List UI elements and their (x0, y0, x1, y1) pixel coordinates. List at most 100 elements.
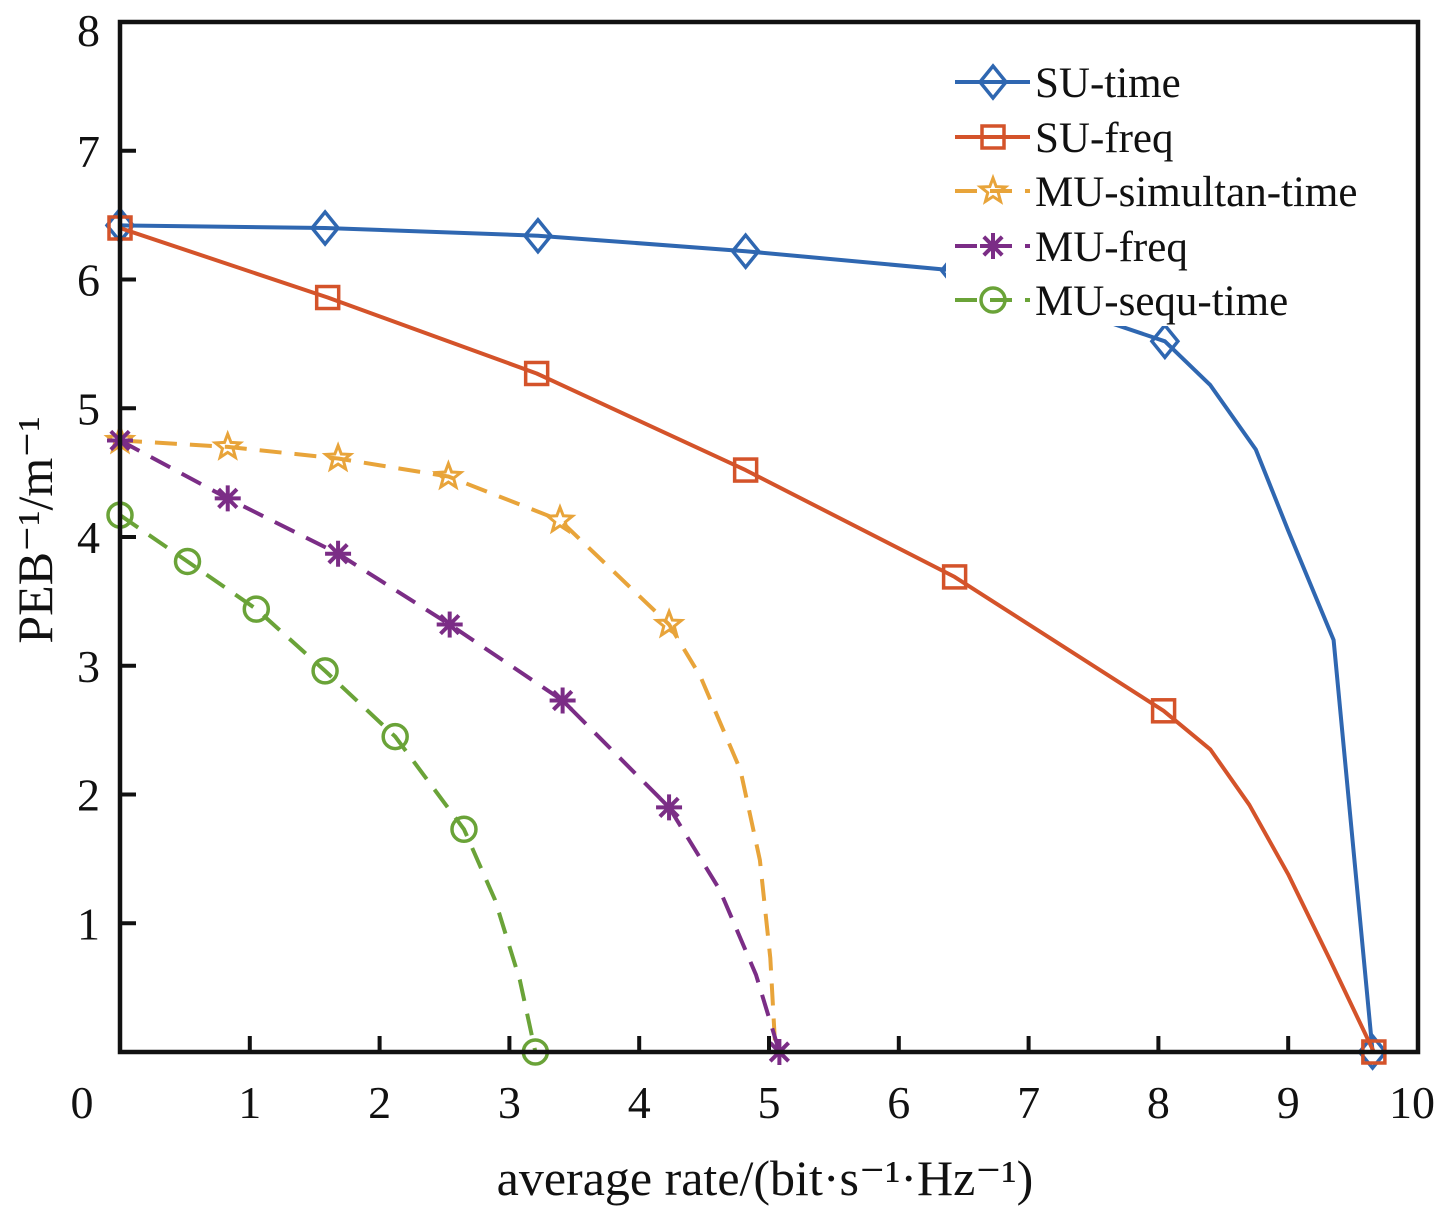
legend-sample (955, 124, 1030, 150)
legend-sample (955, 173, 1030, 205)
legend-mu-simultan-time-marker-shape (976, 173, 1010, 205)
x-tick-label: 3 (498, 1077, 521, 1128)
axis-tick-labels: 0 1 2 3 4 5 6 7 8 9 10 1 2 3 4 5 6 7 8 (71, 5, 1436, 1128)
legend-entry: MU-freq (955, 224, 1188, 271)
data-point-mu-simultan-time-marker (652, 607, 686, 639)
legend-su-time-marker (977, 63, 1009, 101)
series-mu-sequ-time (106, 501, 550, 1066)
data-point-mu-simultan-time-marker-shape (321, 441, 355, 473)
data-point-mu-freq-marker (325, 540, 352, 567)
x-axis-label: average rate/(bit·s⁻¹·Hz⁻¹) (497, 1150, 1034, 1206)
x-tick-label: 6 (887, 1077, 910, 1128)
legend-su-time-marker-shape (977, 63, 1009, 101)
data-point-su-time-marker (522, 216, 554, 255)
data-point-mu-sequ-time-marker-shape (311, 657, 339, 685)
data-point-mu-sequ-time-marker-shape (173, 547, 202, 576)
x-tick-label: 10 (1389, 1077, 1435, 1128)
y-tick-label: 4 (77, 512, 100, 563)
legend-sample (955, 233, 1030, 259)
legend-mu-sequ-time-marker (979, 286, 1007, 314)
legend-entry: MU-sequ-time (955, 278, 1288, 325)
data-point-mu-simultan-time-marker (543, 503, 577, 535)
legend-label: MU-sequ-time (1035, 278, 1288, 325)
series-line-mu-simultan-time (119, 438, 778, 1053)
data-point-mu-simultan-time-marker-shape (431, 459, 465, 491)
y-axis-label: PEB⁻¹/m⁻¹ (7, 416, 63, 643)
legend-mu-sequ-time-marker-shape (979, 286, 1007, 314)
data-point-su-freq-marker (523, 360, 550, 387)
x-tick-label: 8 (1147, 1077, 1170, 1128)
data-point-mu-freq-marker-stroke (439, 613, 461, 636)
legend-label: SU-time (1035, 60, 1181, 107)
data-point-mu-sequ-time-marker-shape (381, 722, 409, 751)
legend-entry: SU-time (955, 60, 1181, 107)
legend: SU-time SU-freq MU-simultan-time MU-freq… (946, 54, 1394, 326)
series-line-mu-freq (119, 438, 782, 1053)
data-point-su-freq-marker-shape (1150, 698, 1177, 724)
legend-label: MU-freq (1035, 224, 1188, 271)
series-mu-freq (107, 427, 793, 1065)
data-point-mu-sequ-time-marker (311, 657, 339, 685)
data-point-mu-simultan-time-marker-shape (543, 503, 577, 535)
data-point-mu-freq-marker (549, 687, 576, 714)
data-point-su-freq-marker (1150, 698, 1177, 724)
data-point-mu-freq-marker (214, 485, 241, 512)
data-point-su-freq-marker-shape (314, 284, 341, 311)
x-tick-label: 5 (758, 1077, 781, 1128)
data-point-mu-freq-marker-stroke (658, 796, 680, 818)
data-point-su-freq-marker (732, 457, 759, 483)
series-line-mu-sequ-time (118, 513, 538, 1053)
data-point-mu-freq-marker-stroke (327, 543, 349, 565)
series-line-su-time (119, 223, 1375, 1053)
x-tick-label: 0 (71, 1077, 94, 1128)
data-point-su-freq-marker-shape (732, 457, 759, 483)
data-point-su-time-marker (309, 209, 341, 247)
legend-su-freq-marker-shape (980, 124, 1006, 150)
data-point-mu-sequ-time-marker (173, 547, 202, 576)
x-tick-label: 1 (238, 1077, 261, 1128)
data-point-mu-simultan-time-marker (211, 429, 245, 461)
data-point-su-time-marker-shape (730, 232, 761, 270)
data-point-su-freq-marker (941, 564, 968, 590)
data-point-mu-freq-marker-stroke (217, 487, 239, 509)
y-tick-label: 2 (77, 770, 100, 821)
legend-label: MU-simultan-time (1035, 169, 1357, 216)
data-point-su-time-marker-shape (309, 209, 341, 247)
data-point-su-time-marker (730, 232, 761, 270)
legend-entry: MU-simultan-time (955, 169, 1357, 216)
legend-mu-freq-marker (980, 233, 1006, 259)
data-point-mu-sequ-time-marker-shape (242, 595, 271, 623)
x-tick-label: 9 (1277, 1077, 1300, 1128)
data-point-mu-freq-marker (656, 794, 683, 821)
data-point-mu-freq-marker-stroke (552, 689, 574, 712)
y-tick-label: 6 (77, 255, 100, 306)
data-point-mu-simultan-time-marker (321, 441, 355, 473)
data-point-mu-sequ-time-marker-shape (450, 815, 478, 844)
legend-su-freq-marker (980, 124, 1006, 150)
data-point-mu-simultan-time-marker (431, 459, 465, 491)
data-point-mu-sequ-time-marker (450, 815, 478, 844)
series-line-su-freq (119, 226, 1376, 1053)
x-tick-label: 7 (1017, 1077, 1040, 1128)
legend-mu-freq-marker-stroke (982, 235, 1004, 257)
data-point-mu-sequ-time-marker (381, 722, 409, 751)
legend-entry: SU-freq (955, 115, 1174, 162)
y-tick-label: 3 (77, 641, 100, 692)
y-tick-label: 8 (77, 5, 100, 56)
y-tick-label: 7 (77, 126, 100, 177)
data-point-su-freq-marker-shape (523, 360, 550, 387)
data-point-mu-sequ-time-marker (242, 595, 271, 623)
x-tick-label: 4 (628, 1077, 651, 1128)
y-tick-label: 5 (77, 383, 100, 434)
legend-label: SU-freq (1035, 115, 1174, 162)
data-point-mu-simultan-time-marker-shape (652, 607, 686, 639)
data-point-su-time-marker-shape (522, 216, 554, 255)
legend-box (946, 54, 1394, 326)
data-point-mu-simultan-time-marker-shape (211, 429, 245, 461)
y-tick-label: 1 (77, 898, 100, 949)
x-tick-label: 2 (368, 1077, 391, 1128)
data-point-su-time-marker-shape (1149, 322, 1181, 361)
data-point-su-time-marker (1149, 322, 1181, 361)
data-point-su-freq-marker (314, 284, 341, 311)
